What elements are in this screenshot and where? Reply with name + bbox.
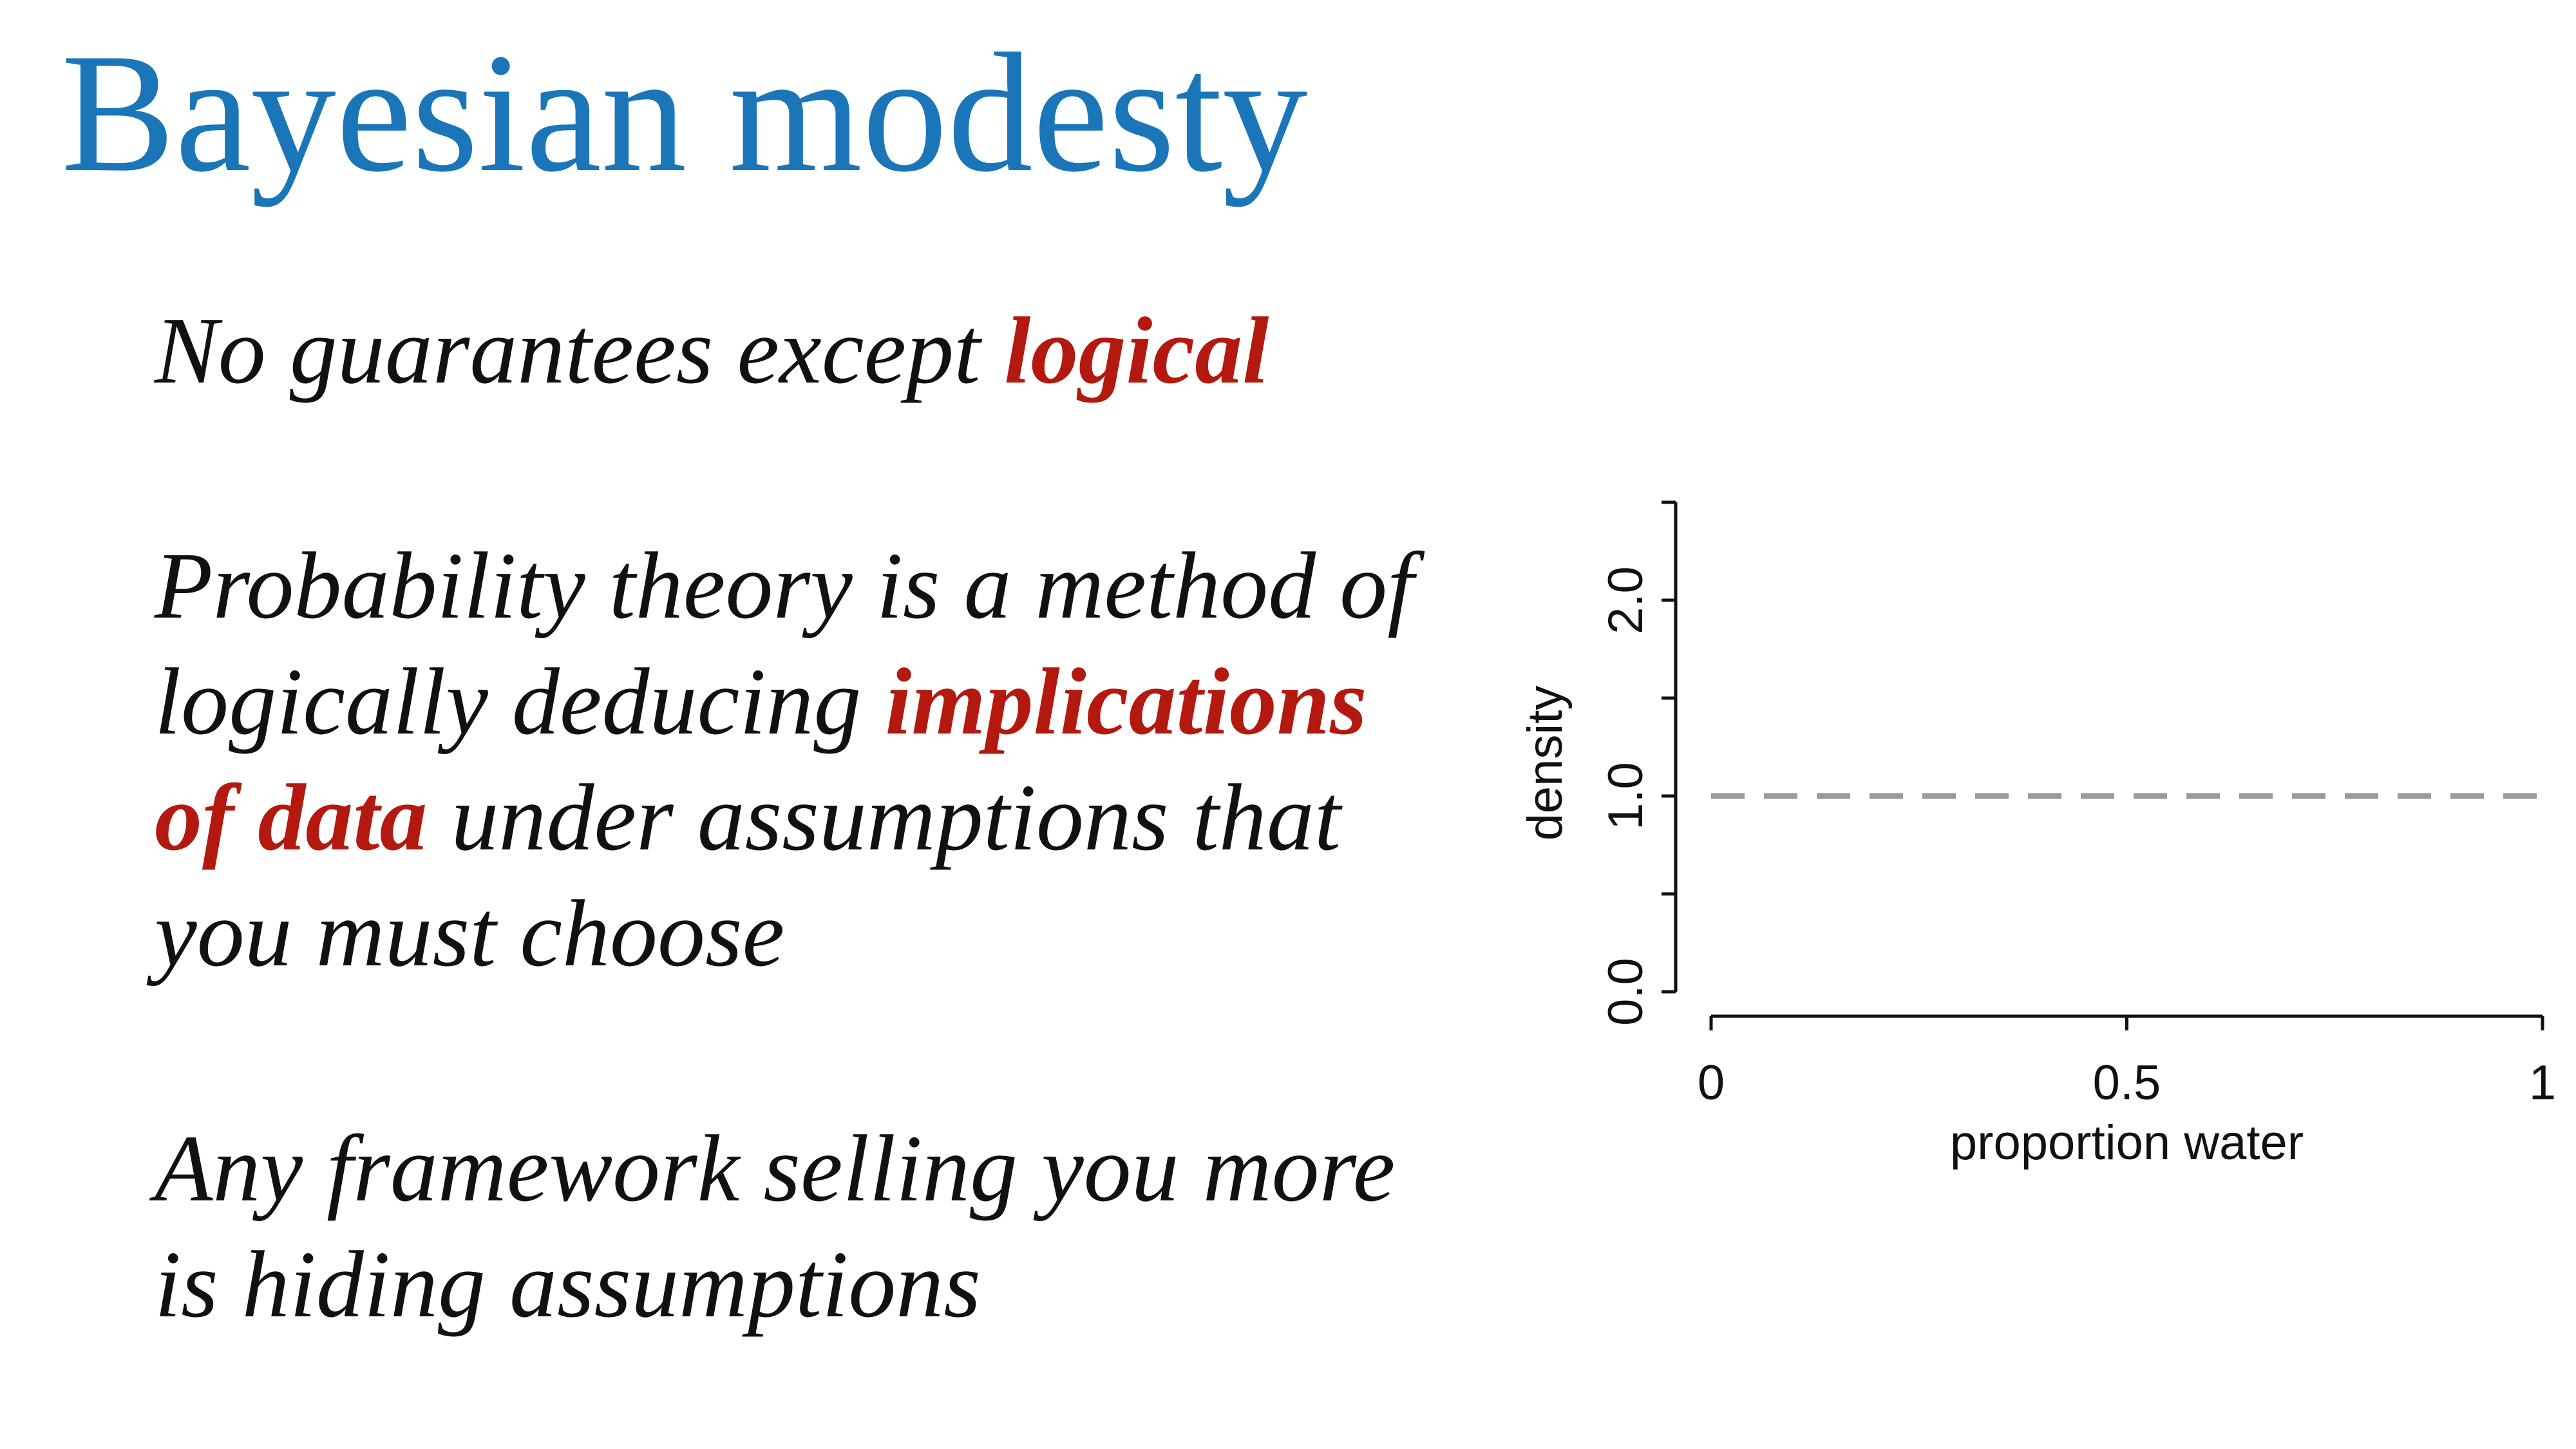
paragraph-guarantees-text: No guarantees except [155,298,1005,404]
y-tick-label: 0.0 [1598,958,1653,1026]
paragraph-line: you must choose [155,881,785,987]
y-tick-label: 1.0 [1598,762,1653,830]
y-axis-label: density [1518,686,1573,841]
x-tick-label: 0 [1698,1056,1725,1110]
paragraph-framework: Any framework selling you more is hiding … [155,1111,1395,1343]
x-tick-label: 1 [2529,1056,2556,1110]
x-tick-label: 0.5 [2093,1056,2161,1110]
emphasis-logical: logical [1004,298,1269,404]
emphasis-of-data: of data [155,765,428,871]
x-axis-label: proportion water [1950,1115,2304,1170]
paragraph-line: Probability theory is a method of [155,533,1414,639]
paragraph-guarantees: No guarantees except logical [155,293,1269,409]
paragraph-line: logically deducing [155,649,886,755]
y-tick-label: 2.0 [1598,566,1653,634]
paragraph-line: under assumptions that [427,765,1341,871]
paragraph-line: is hiding assumptions [155,1232,981,1338]
emphasis-implications: implications [885,649,1367,755]
slide-title: Bayesian modesty [61,19,1308,207]
paragraph-probability-theory: Probability theory is a method of logical… [155,528,1414,992]
paragraph-line: Any framework selling you more [155,1116,1396,1222]
